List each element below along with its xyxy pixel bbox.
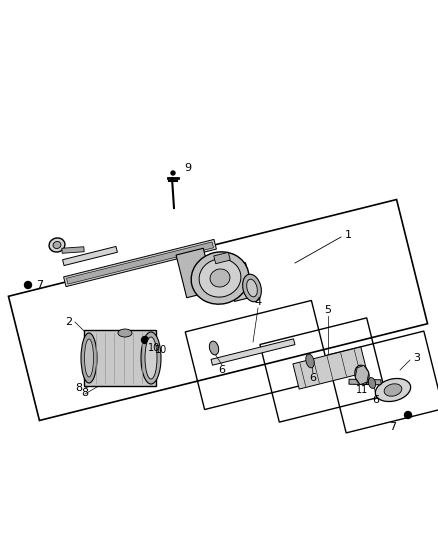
Ellipse shape xyxy=(145,337,157,379)
Text: 10: 10 xyxy=(148,343,160,353)
Polygon shape xyxy=(293,347,367,389)
Polygon shape xyxy=(63,246,117,265)
Polygon shape xyxy=(176,248,214,298)
Text: 7: 7 xyxy=(389,422,396,432)
Polygon shape xyxy=(84,330,156,386)
Text: 1: 1 xyxy=(345,230,352,240)
Polygon shape xyxy=(62,247,84,253)
Text: 8: 8 xyxy=(75,383,82,393)
Polygon shape xyxy=(211,339,295,365)
Text: 10: 10 xyxy=(155,345,167,355)
Ellipse shape xyxy=(243,274,261,302)
Text: 6: 6 xyxy=(219,365,226,375)
Text: 6: 6 xyxy=(372,395,379,405)
Circle shape xyxy=(171,171,175,175)
Text: 5: 5 xyxy=(325,305,332,315)
Ellipse shape xyxy=(368,377,376,389)
Polygon shape xyxy=(67,242,213,284)
Ellipse shape xyxy=(49,238,65,252)
Ellipse shape xyxy=(355,365,369,385)
Ellipse shape xyxy=(141,332,161,384)
Circle shape xyxy=(141,336,148,343)
Ellipse shape xyxy=(375,378,411,401)
Polygon shape xyxy=(226,263,254,301)
Text: 9: 9 xyxy=(184,163,191,173)
Ellipse shape xyxy=(81,333,97,383)
Circle shape xyxy=(25,281,32,288)
Polygon shape xyxy=(64,239,216,287)
Polygon shape xyxy=(355,366,369,385)
Ellipse shape xyxy=(209,341,219,355)
Text: 4: 4 xyxy=(254,297,261,307)
Text: 8: 8 xyxy=(81,388,88,398)
Text: 2: 2 xyxy=(65,317,72,327)
Text: 6: 6 xyxy=(310,373,317,383)
Ellipse shape xyxy=(199,259,241,297)
Ellipse shape xyxy=(53,241,61,248)
Text: 11: 11 xyxy=(356,385,368,395)
Ellipse shape xyxy=(85,339,93,377)
Polygon shape xyxy=(214,252,230,264)
Text: 3: 3 xyxy=(413,353,420,363)
Ellipse shape xyxy=(384,384,402,396)
Ellipse shape xyxy=(210,269,230,287)
Ellipse shape xyxy=(191,252,249,304)
Polygon shape xyxy=(349,379,381,385)
Ellipse shape xyxy=(118,329,132,337)
Text: 7: 7 xyxy=(36,280,43,290)
Ellipse shape xyxy=(306,354,314,368)
Ellipse shape xyxy=(247,279,257,297)
Circle shape xyxy=(405,411,411,418)
